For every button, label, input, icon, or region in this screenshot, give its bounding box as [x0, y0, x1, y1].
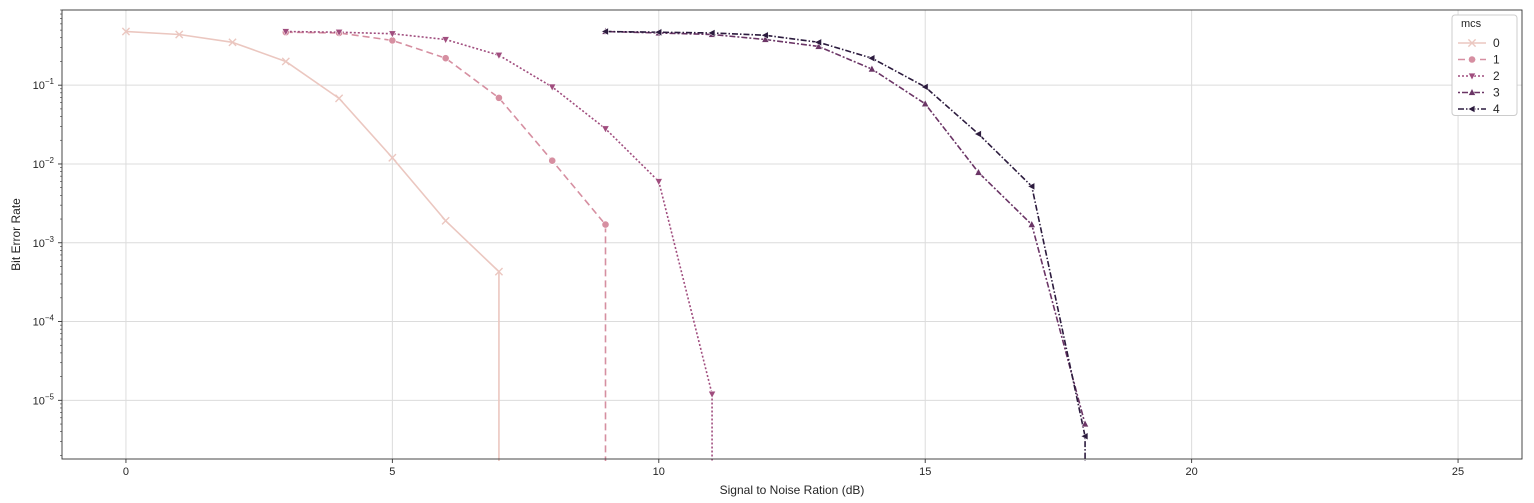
data-point-mcs-0 — [121, 27, 131, 36]
data-point-mcs-3 — [921, 99, 930, 107]
y-tick-exponent: −4 — [45, 314, 55, 323]
y-tick-exponent: −2 — [45, 156, 55, 165]
y-tick-label: 10−1 — [33, 77, 55, 92]
data-point-mcs-3 — [1081, 419, 1090, 428]
legend-marker — [1467, 88, 1477, 96]
data-point-mcs-4 — [1027, 182, 1035, 191]
x-tick-label: 15 — [919, 466, 931, 478]
legend-label: 2 — [1493, 69, 1500, 83]
data-point-mcs-2 — [441, 36, 450, 44]
y-axis-label: Bit Error Rate — [9, 198, 23, 271]
marker-stroke — [228, 38, 237, 47]
y-tick-base: 10 — [33, 80, 45, 92]
series-lines — [125, 30, 1086, 461]
legend-marker — [1467, 38, 1477, 48]
legend-item-mcs-4: 4 — [1458, 102, 1500, 116]
legend-label: 3 — [1493, 86, 1500, 100]
series-line-mcs-4 — [605, 30, 1086, 461]
data-point-mcs-4 — [867, 54, 876, 63]
y-tick-base: 10 — [33, 317, 45, 329]
data-point-mcs-4 — [973, 129, 982, 139]
legend-label: 1 — [1493, 53, 1500, 67]
data-point-mcs-2 — [548, 83, 557, 92]
legend-label: 4 — [1493, 102, 1500, 116]
marker-stroke — [494, 267, 504, 276]
legend-item-mcs-0: 0 — [1458, 36, 1500, 50]
data-point-mcs-2 — [494, 52, 503, 60]
data-point-mcs-0 — [281, 57, 290, 66]
y-tick-exponent: −5 — [45, 392, 55, 401]
data-point-mcs-4 — [654, 28, 662, 37]
data-point-mcs-0 — [334, 94, 344, 103]
x-tick-label: 5 — [389, 466, 395, 478]
y-tick-base: 10 — [33, 395, 45, 407]
x-tick-label: 25 — [1452, 466, 1464, 478]
data-point-mcs-2 — [654, 178, 663, 186]
x-tick-label: 0 — [123, 466, 129, 478]
data-point-mcs-4 — [920, 82, 929, 91]
plot-frame — [61, 9, 1523, 460]
y-tick-exponent: −1 — [45, 77, 55, 86]
data-point-mcs-3 — [1027, 220, 1036, 228]
data-point-mcs-4 — [760, 31, 769, 40]
series-line-mcs-3 — [605, 30, 1086, 425]
data-point-mcs-3 — [974, 167, 983, 176]
legend-label: 0 — [1493, 36, 1500, 50]
data-point-mcs-0 — [494, 267, 504, 276]
series-markers — [121, 27, 1090, 441]
data-point-mcs-4 — [707, 28, 716, 37]
data-point-mcs-4 — [601, 27, 609, 36]
data-point-mcs-0 — [441, 216, 450, 225]
y-tick-label: 10−4 — [33, 314, 55, 329]
marker-stroke — [1467, 38, 1477, 48]
legend-marker — [1468, 55, 1476, 64]
x-tick-label: 10 — [653, 466, 665, 478]
marker-stroke — [175, 30, 184, 39]
y-tick-label: 10−2 — [33, 156, 55, 171]
legend-item-mcs-3: 3 — [1458, 86, 1500, 100]
data-point-mcs-1 — [441, 54, 450, 63]
y-tick-label: 10−5 — [33, 392, 55, 407]
data-point-mcs-1 — [601, 220, 610, 229]
data-point-mcs-2 — [601, 125, 610, 134]
marker-stroke — [388, 153, 397, 162]
data-point-mcs-1 — [548, 156, 557, 165]
data-point-mcs-0 — [388, 153, 397, 162]
legend-items: 0 1 2 3 4 — [1458, 36, 1500, 116]
data-point-mcs-4 — [1080, 432, 1089, 441]
legend-marker — [1467, 104, 1476, 114]
y-tick-base: 10 — [33, 159, 45, 171]
y-tick-base: 10 — [33, 238, 45, 250]
data-point-mcs-3 — [814, 41, 823, 50]
y-tick-exponent: −3 — [45, 235, 55, 244]
series-line-mcs-0 — [125, 30, 500, 461]
data-point-mcs-2 — [281, 28, 290, 37]
data-point-mcs-3 — [867, 64, 876, 73]
legend-marker — [1467, 72, 1477, 81]
data-point-mcs-0 — [228, 38, 237, 47]
marker-stroke — [441, 216, 450, 225]
data-point-mcs-2 — [708, 390, 717, 399]
series-line-mcs-1 — [285, 31, 607, 461]
data-point-mcs-0 — [175, 30, 184, 39]
legend-item-mcs-1: 1 — [1458, 53, 1500, 67]
legend-item-mcs-2: 2 — [1458, 69, 1500, 83]
grid — [62, 10, 1522, 459]
data-point-mcs-3 — [761, 35, 770, 43]
marker-stroke — [121, 27, 131, 36]
marker-stroke — [281, 57, 290, 66]
data-point-mcs-1 — [495, 93, 503, 102]
data-point-mcs-2 — [388, 30, 397, 39]
legend-title: mcs — [1461, 18, 1482, 30]
legend-box — [1451, 14, 1518, 116]
legend: mcs 0 1 2 3 4 — [1451, 14, 1518, 116]
x-tick-label: 20 — [1186, 466, 1198, 478]
marker-stroke — [334, 94, 344, 103]
data-point-mcs-2 — [335, 29, 344, 37]
data-point-mcs-4 — [814, 38, 822, 47]
y-tick-label: 10−3 — [33, 235, 55, 250]
x-axis-label: Signal to Noise Ration (dB) — [720, 483, 865, 497]
